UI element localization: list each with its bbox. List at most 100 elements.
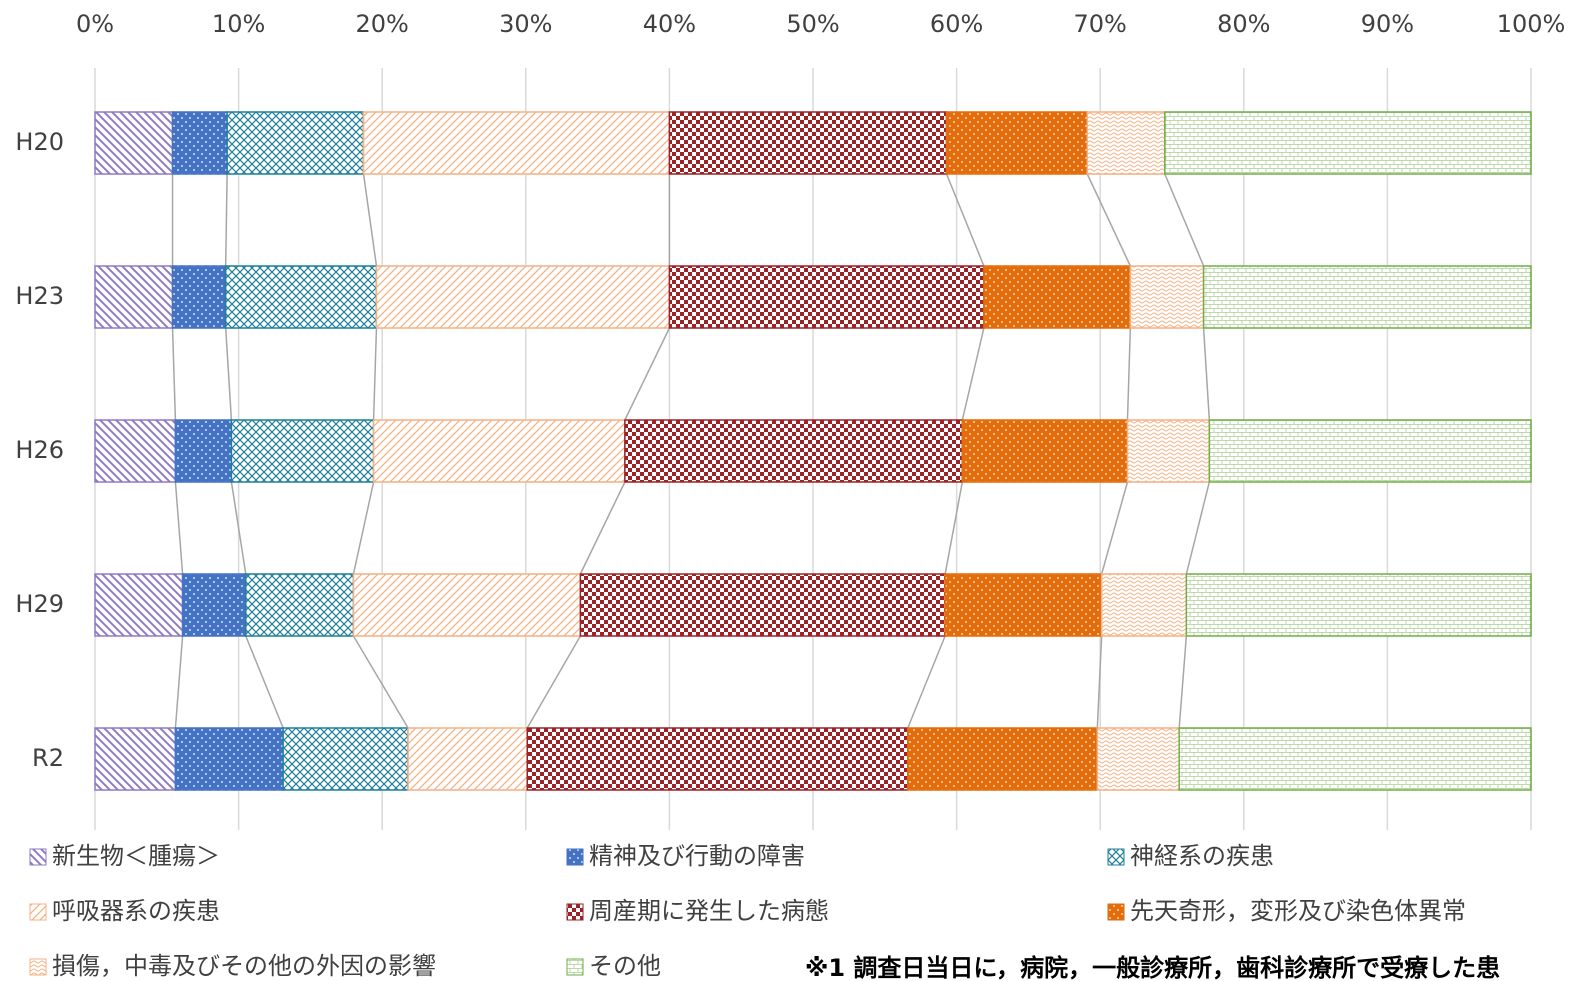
bar-segment	[526, 727, 909, 791]
bar-segment	[668, 265, 985, 329]
bar-segment	[1208, 419, 1532, 483]
bar-segment	[1100, 573, 1188, 637]
series-line	[174, 481, 184, 575]
bar-segment	[372, 419, 626, 483]
legend-swatch	[1107, 848, 1125, 866]
bar-segment	[961, 419, 1129, 483]
x-tick-label: 0%	[76, 10, 114, 38]
legend-label: 神経系の疾患	[1130, 842, 1274, 870]
bar-segment	[174, 419, 233, 483]
legend-swatch	[566, 903, 584, 921]
bar-segment	[668, 111, 948, 175]
legend-swatch	[566, 958, 584, 976]
bar-segment	[352, 573, 582, 637]
x-tick-label: 40%	[643, 10, 696, 38]
bar-segment	[1178, 727, 1532, 791]
legend-label: 精神及び行動の障害	[589, 842, 805, 870]
series-line	[944, 481, 964, 575]
series-line	[245, 635, 284, 729]
series-line	[907, 635, 946, 729]
bar-segment	[94, 419, 177, 483]
legend-swatch	[29, 848, 47, 866]
series-line	[945, 173, 985, 267]
legend-swatch	[566, 848, 584, 866]
series-line	[174, 635, 184, 729]
series-line	[1164, 173, 1205, 267]
series-line	[579, 481, 626, 575]
series-line	[961, 327, 985, 421]
x-tick-label: 90%	[1361, 10, 1414, 38]
bar-segment	[94, 265, 174, 329]
x-tick-label: 50%	[786, 10, 839, 38]
bar-segment	[1202, 265, 1532, 329]
series-line	[1096, 635, 1103, 729]
x-tick-label: 60%	[930, 10, 983, 38]
bar-segment	[94, 111, 174, 175]
bar-segment	[174, 727, 284, 791]
series-line	[362, 173, 378, 267]
bar-segment	[983, 265, 1132, 329]
legend-swatch	[29, 958, 47, 976]
bar-segment	[1185, 573, 1532, 637]
y-tick-label: R2	[32, 744, 64, 772]
x-tick-label: 70%	[1074, 10, 1127, 38]
bar-segment	[362, 111, 671, 175]
bar-segment	[375, 265, 671, 329]
bar-segment	[245, 573, 355, 637]
series-line	[224, 173, 228, 267]
y-tick-label: H29	[15, 590, 64, 618]
bar-segment	[907, 727, 1099, 791]
y-tick-label: H26	[15, 436, 64, 464]
bar-segment	[579, 573, 946, 637]
bar-segment	[171, 265, 227, 329]
bar-segment	[171, 111, 228, 175]
x-tick-label: 80%	[1217, 10, 1270, 38]
series-line	[1185, 481, 1211, 575]
bar-segment	[230, 419, 375, 483]
bar-segment	[224, 265, 378, 329]
bar-segment	[944, 573, 1103, 637]
series-line	[224, 327, 233, 421]
series-line	[352, 635, 409, 729]
footnote: ※1 調査日当日に，病院，一般診療所，歯科診療所で受療した患	[805, 954, 1500, 981]
bar-segment	[94, 727, 177, 791]
x-tick-label: 100%	[1497, 10, 1566, 38]
series-line	[372, 327, 378, 421]
series-line	[1100, 481, 1129, 575]
bar-segment	[282, 727, 409, 791]
bar-segment	[945, 111, 1089, 175]
legend-swatch	[1107, 903, 1125, 921]
y-tick-label: H20	[15, 128, 64, 156]
legend-label: 新生物＜腫瘍＞	[52, 842, 220, 870]
series-line	[352, 481, 375, 575]
legend-label: 先天奇形，変形及び染色体異常	[1130, 897, 1466, 925]
series-line	[1202, 327, 1211, 421]
bar-segment	[226, 111, 365, 175]
legend-label: 呼吸器系の疾患	[52, 897, 220, 925]
bar-segment	[1164, 111, 1532, 175]
x-tick-label: 20%	[356, 10, 409, 38]
series-line	[1126, 327, 1132, 421]
series-line	[1086, 173, 1132, 267]
bar-segment	[181, 573, 247, 637]
x-tick-label: 30%	[499, 10, 552, 38]
legend-label: 周産期に発生した病態	[589, 897, 829, 925]
bar-segment	[407, 727, 528, 791]
bar-segment	[1126, 419, 1211, 483]
legend-label: その他	[589, 952, 661, 980]
series-line	[230, 481, 247, 575]
bar-segment	[1129, 265, 1205, 329]
y-tick-label: H23	[15, 282, 64, 310]
legend-label: 損傷，中毒及びその他の外因の影響	[52, 952, 436, 980]
legend-swatch	[29, 903, 47, 921]
bar-segment	[624, 419, 964, 483]
bar-segment	[1096, 727, 1180, 791]
series-line	[171, 327, 177, 421]
x-tick-label: 10%	[212, 10, 265, 38]
bar-segment	[94, 573, 184, 637]
series-line	[624, 327, 671, 421]
series-line	[526, 635, 582, 729]
series-line	[1178, 635, 1188, 729]
bar-segment	[1086, 111, 1166, 175]
